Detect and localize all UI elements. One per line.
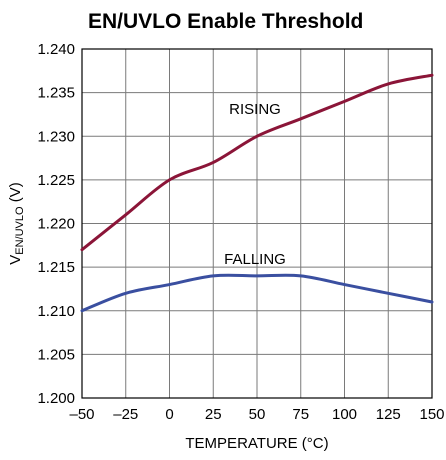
plot-frame [81, 48, 433, 399]
x-tick-label: 25 [205, 406, 222, 423]
y-tick-label: 1.200 [37, 390, 75, 407]
y-tick-label: 1.210 [37, 303, 75, 320]
series-label-falling: FALLING [224, 251, 286, 268]
x-tick-label: –50 [69, 406, 94, 423]
y-axis-label-main: V [7, 255, 24, 265]
x-tick-label: 150 [419, 406, 444, 423]
series-line-falling [80, 273, 434, 313]
y-tick-label: 1.235 [37, 85, 75, 102]
series-label-rising: RISING [229, 101, 281, 118]
y-tick-label: 1.240 [37, 41, 75, 58]
y-axis-label: VEN/UVLO (V) [7, 182, 26, 264]
series-group: RISING FALLING [80, 73, 434, 313]
y-tick-label: 1.205 [37, 346, 75, 363]
series-line-rising [80, 73, 434, 252]
y-tick-label: 1.225 [37, 172, 75, 189]
x-tick-label: 100 [332, 406, 357, 423]
x-tick-label: –25 [113, 406, 138, 423]
chart-title: EN/UVLO Enable Threshold [88, 10, 363, 33]
y-axis-ticks: 1.200 1.205 1.210 1.215 1.220 1.225 1.230 1.235… [37, 41, 75, 407]
x-tick-label: 50 [249, 406, 266, 423]
y-tick-label: 1.215 [37, 259, 75, 276]
y-tick-label: 1.220 [37, 216, 75, 233]
y-axis-label-suffix: (V) [7, 182, 24, 206]
y-axis-label-subscript: EN/UVLO [14, 206, 26, 255]
x-tick-label: 75 [292, 406, 309, 423]
x-tick-label: 0 [165, 406, 173, 423]
x-axis-ticks: –50 –25 0 25 50 75 100 125 150 [69, 406, 444, 423]
x-tick-label: 125 [376, 406, 401, 423]
x-axis-label: TEMPERATURE (°C) [185, 435, 328, 452]
y-tick-label: 1.230 [37, 128, 75, 145]
